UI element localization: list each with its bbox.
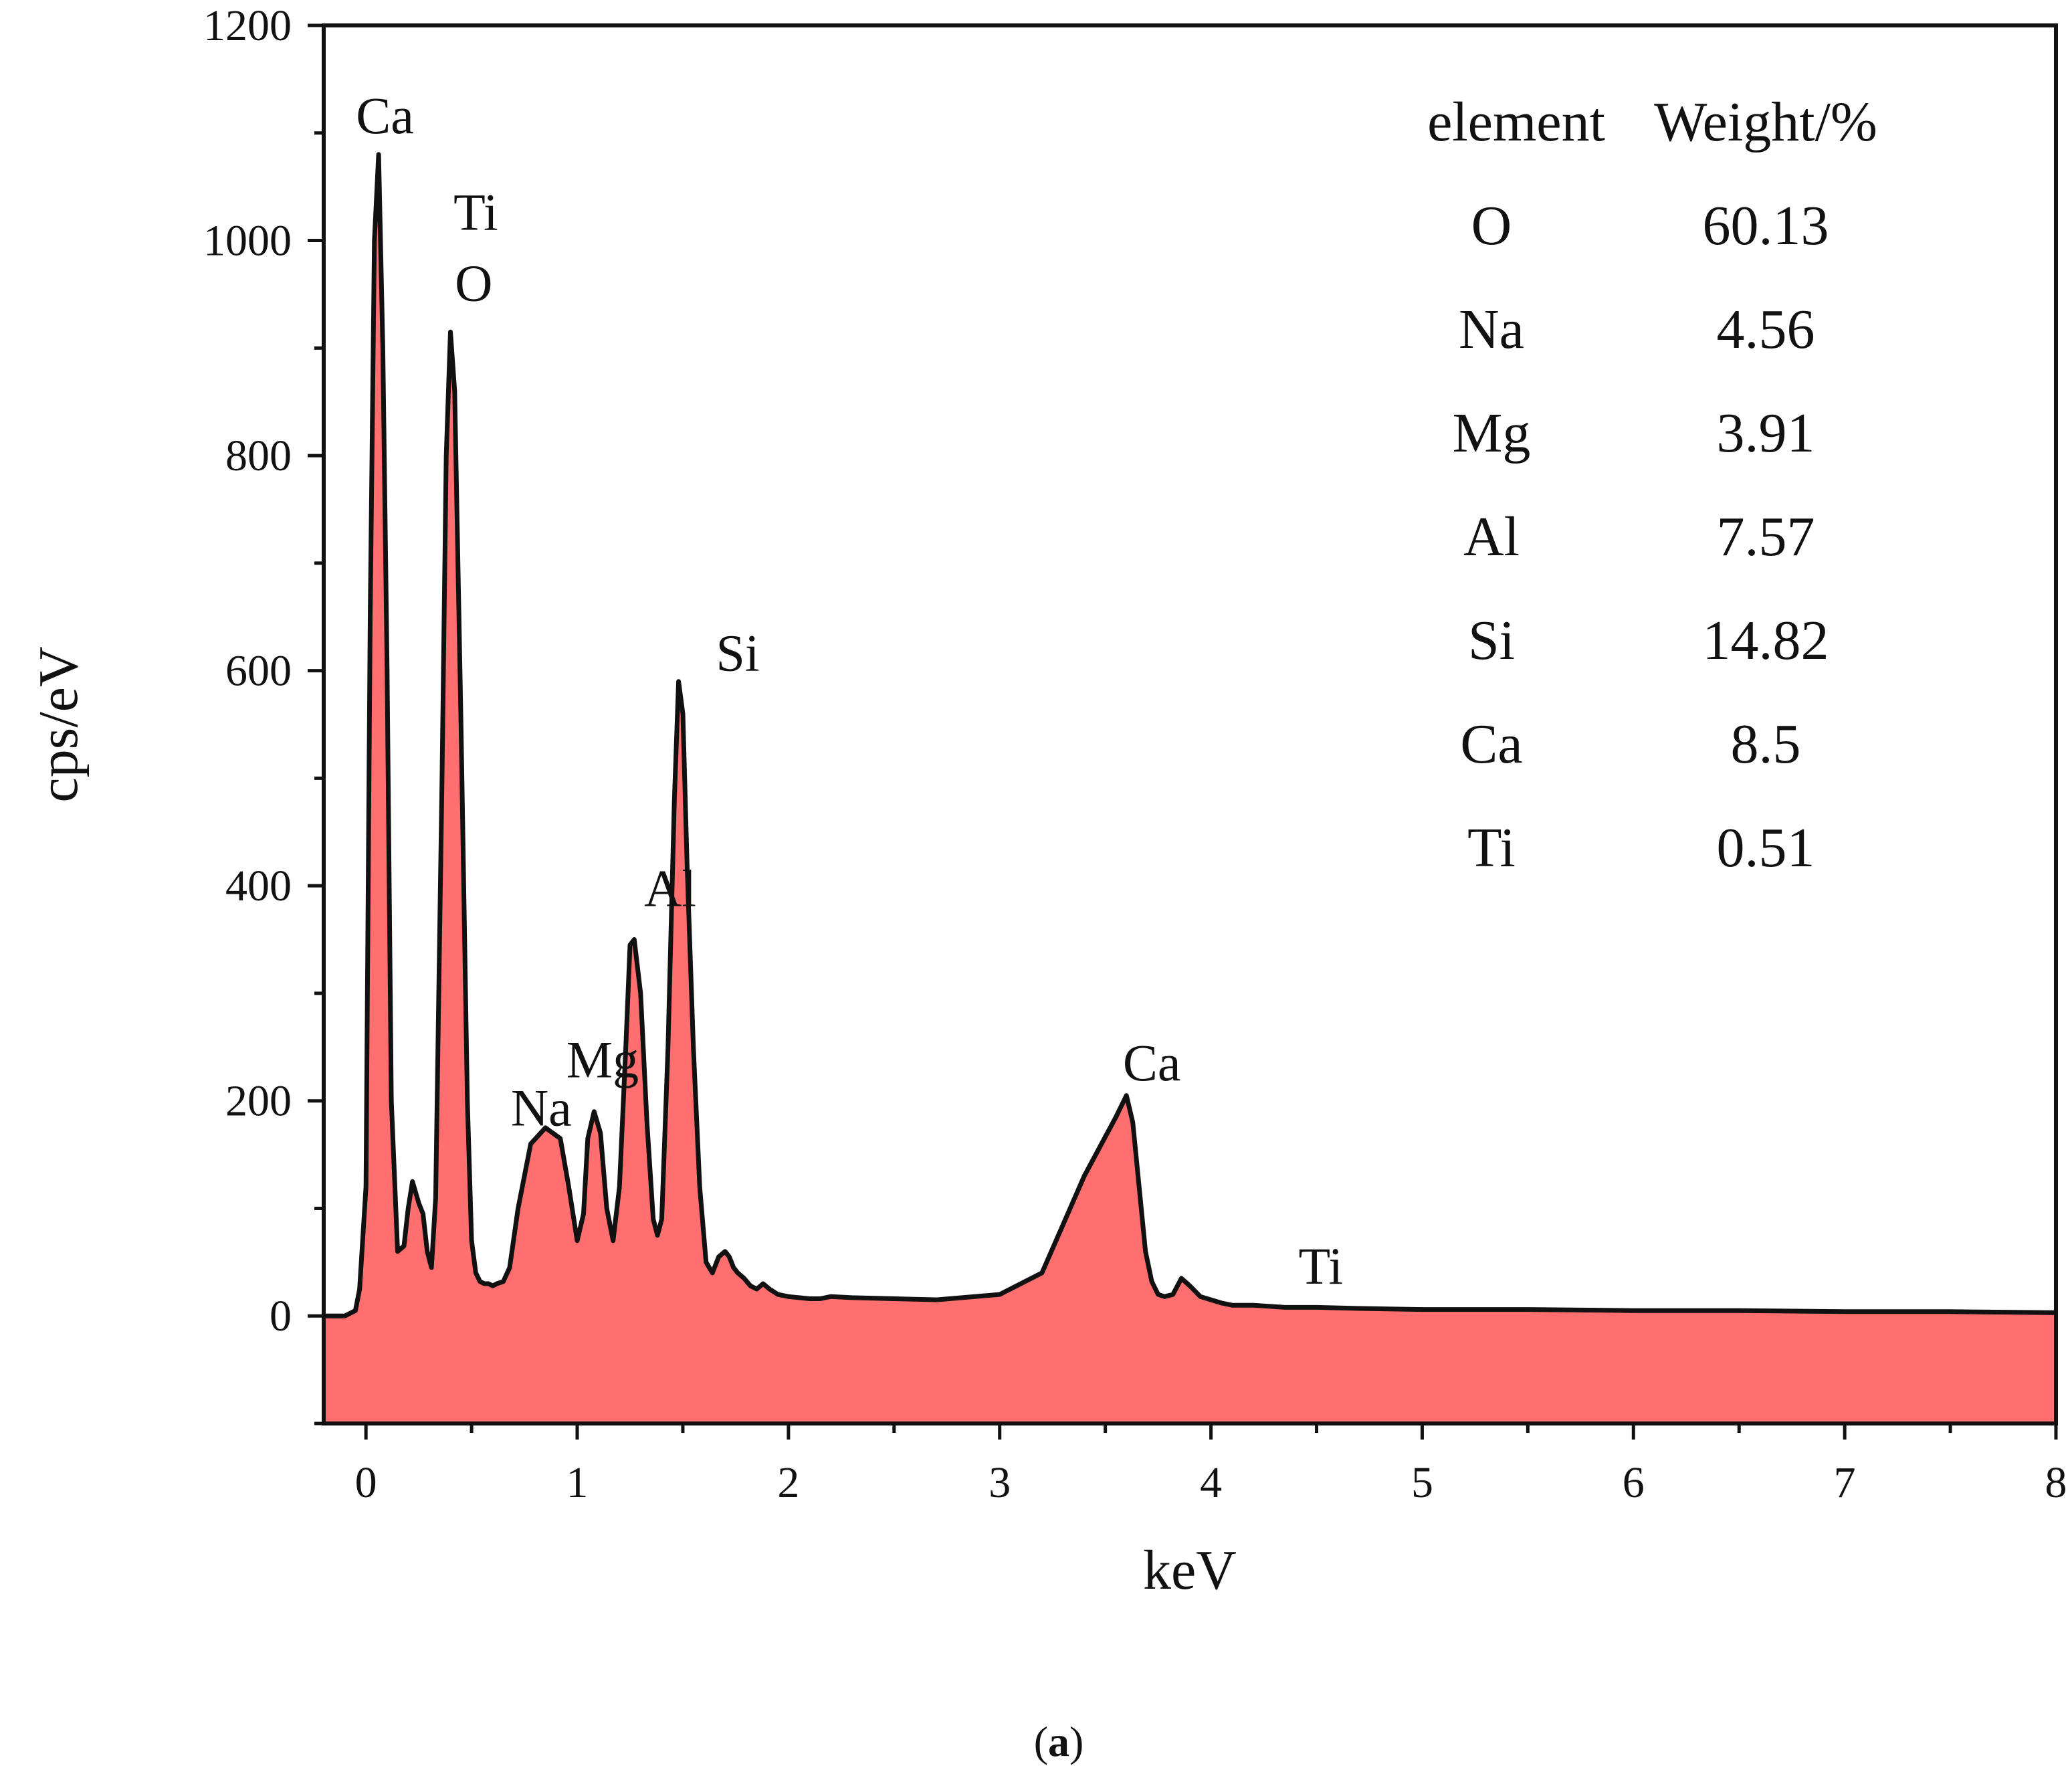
table-weight-ti: 0.51 [1717, 817, 1815, 879]
table-header-weight: Weight/% [1654, 91, 1877, 153]
peak-label-ti: Ti [1299, 1237, 1344, 1295]
peak-label-o: O [455, 254, 492, 312]
x-tick-label: 5 [1411, 1458, 1433, 1507]
peak-label-ca: Ca [1123, 1033, 1181, 1092]
x-tick-label: 6 [1623, 1458, 1645, 1507]
table-element-o: O [1471, 195, 1512, 257]
composition-table: element Weight/% O 60.13 Na 4.56 Mg 3.91 Al 7.5… [1427, 91, 1877, 879]
table-weight-ca: 8.5 [1731, 713, 1801, 775]
plot-frame [322, 23, 2058, 1425]
x-tick-label: 1 [566, 1458, 589, 1507]
spectrum-area [324, 154, 2056, 1423]
y-axis-label: cps/eV [27, 646, 90, 802]
caption-close: ) [1069, 1718, 1083, 1765]
figure-caption: (a) [1034, 1718, 1084, 1765]
table-element-ti: Ti [1467, 817, 1516, 879]
peak-label-ti: Ti [453, 183, 498, 241]
y-axis: 0 200 400 600 800 1000 1200 [203, 1, 324, 1425]
y-tick-label: 0 [270, 1292, 292, 1341]
table-weight-o: 60.13 [1703, 195, 1829, 257]
table-weight-al: 7.57 [1717, 506, 1815, 568]
x-axis-label: keV [1143, 1539, 1237, 1601]
y-tick-label: 200 [225, 1077, 292, 1126]
table-element-na: Na [1459, 298, 1524, 361]
table-weight-si: 14.82 [1703, 609, 1829, 672]
y-tick-label: 1200 [203, 1, 292, 50]
y-tick-label: 800 [225, 431, 292, 480]
x-tick-label: 8 [2045, 1458, 2067, 1507]
y-tick-label: 1000 [203, 217, 292, 266]
peak-label-na: Na [511, 1079, 572, 1137]
table-weight-na: 4.56 [1717, 298, 1815, 361]
table-weight-mg: 3.91 [1717, 402, 1815, 464]
table-element-mg: Mg [1453, 402, 1531, 464]
caption-open: ( [1034, 1718, 1048, 1765]
x-tick-label: 7 [1834, 1458, 1856, 1507]
spectrum-line [324, 152, 2056, 1318]
caption-letter: a [1048, 1718, 1069, 1765]
peak-label-al: Al [644, 860, 696, 918]
y-tick-label: 600 [225, 647, 292, 696]
peak-label-ca: Ca [356, 86, 414, 144]
x-tick-label: 3 [989, 1458, 1011, 1507]
x-tick-label: 2 [777, 1458, 799, 1507]
y-tick-label: 400 [225, 862, 292, 910]
table-element-si: Si [1468, 609, 1515, 672]
table-element-ca: Ca [1460, 713, 1522, 775]
peak-label-si: Si [716, 624, 760, 682]
x-tick-label: 0 [355, 1458, 377, 1507]
table-header-element: element [1427, 91, 1605, 153]
x-tick-label: 4 [1200, 1458, 1222, 1507]
peak-label-mg: Mg [566, 1030, 639, 1088]
table-element-al: Al [1463, 506, 1520, 568]
x-axis: 0 1 2 3 4 5 6 7 8 [355, 1423, 2067, 1507]
